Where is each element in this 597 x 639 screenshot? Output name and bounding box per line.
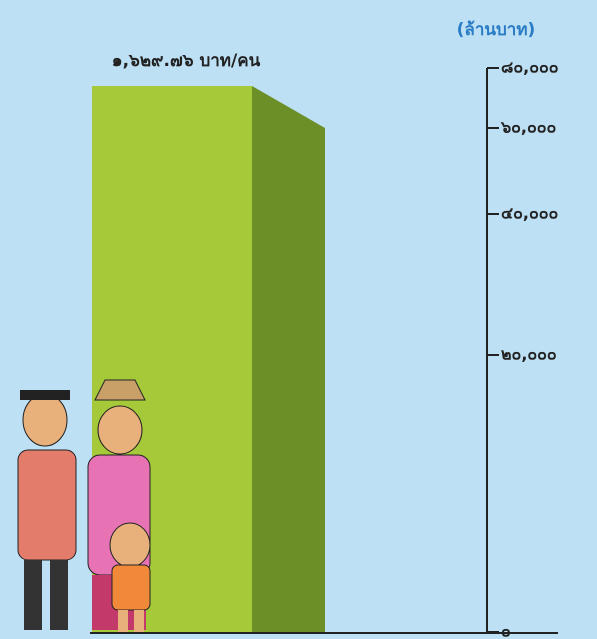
family-illustration (18, 380, 150, 632)
chart: (ล้านบาท) ๑,๖๒๙.๗๖ บาท/คน ๐ ๒๐,๐๐๐ ๔๐,๐๐๐ ๖… (0, 0, 597, 639)
bar-label: ๑,๖๒๙.๗๖ บาท/คน (112, 51, 261, 71)
bar-side (252, 86, 325, 632)
y-tick-label: ๒๐,๐๐๐ (501, 345, 557, 364)
y-tick-label: ๐ (501, 622, 511, 639)
y-tick-label: ๔๐,๐๐๐ (501, 204, 558, 223)
axis-title: (ล้านบาท) (457, 20, 536, 40)
y-tick-label: ๖๐,๐๐๐ (500, 118, 556, 137)
y-tick-label: ๘๐,๐๐๐ (501, 58, 558, 77)
